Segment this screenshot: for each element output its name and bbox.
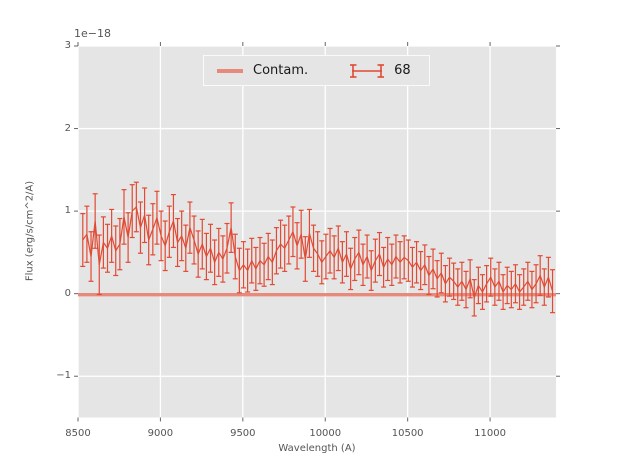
x-tick-label: 10500 [391,427,424,439]
x-tick-label: 11000 [474,427,506,439]
flux-line [82,205,554,301]
legend: Contam. 68 [203,55,430,86]
x-axis-label: Wavelength (A) [278,443,356,454]
legend-item-68: 68 [308,62,411,80]
y-axis-offset-text: 1e−18 [74,27,111,40]
x-tick-label: 8500 [65,427,91,439]
y-tick-label: 3 [64,40,71,51]
x-tick-label: 9500 [230,427,256,439]
errorbar-swatch-icon [350,62,385,80]
x-tick-label: 10000 [309,427,342,439]
x-tick-label: 9000 [147,427,174,439]
errorbar-series [80,181,556,317]
contam-line-swatch [217,68,243,73]
legend-label-contam: Contam. [253,63,309,78]
legend-label-68: 68 [394,63,411,78]
y-axis-label: Flux (erg/s/cm^2/A) [24,180,36,282]
y-tick-label: 1 [64,205,71,217]
legend-item-contam: Contam. [204,63,308,78]
y-tick-label: 0 [64,287,71,299]
y-tick-label: −1 [56,370,71,382]
y-tick-label: 2 [64,122,71,134]
